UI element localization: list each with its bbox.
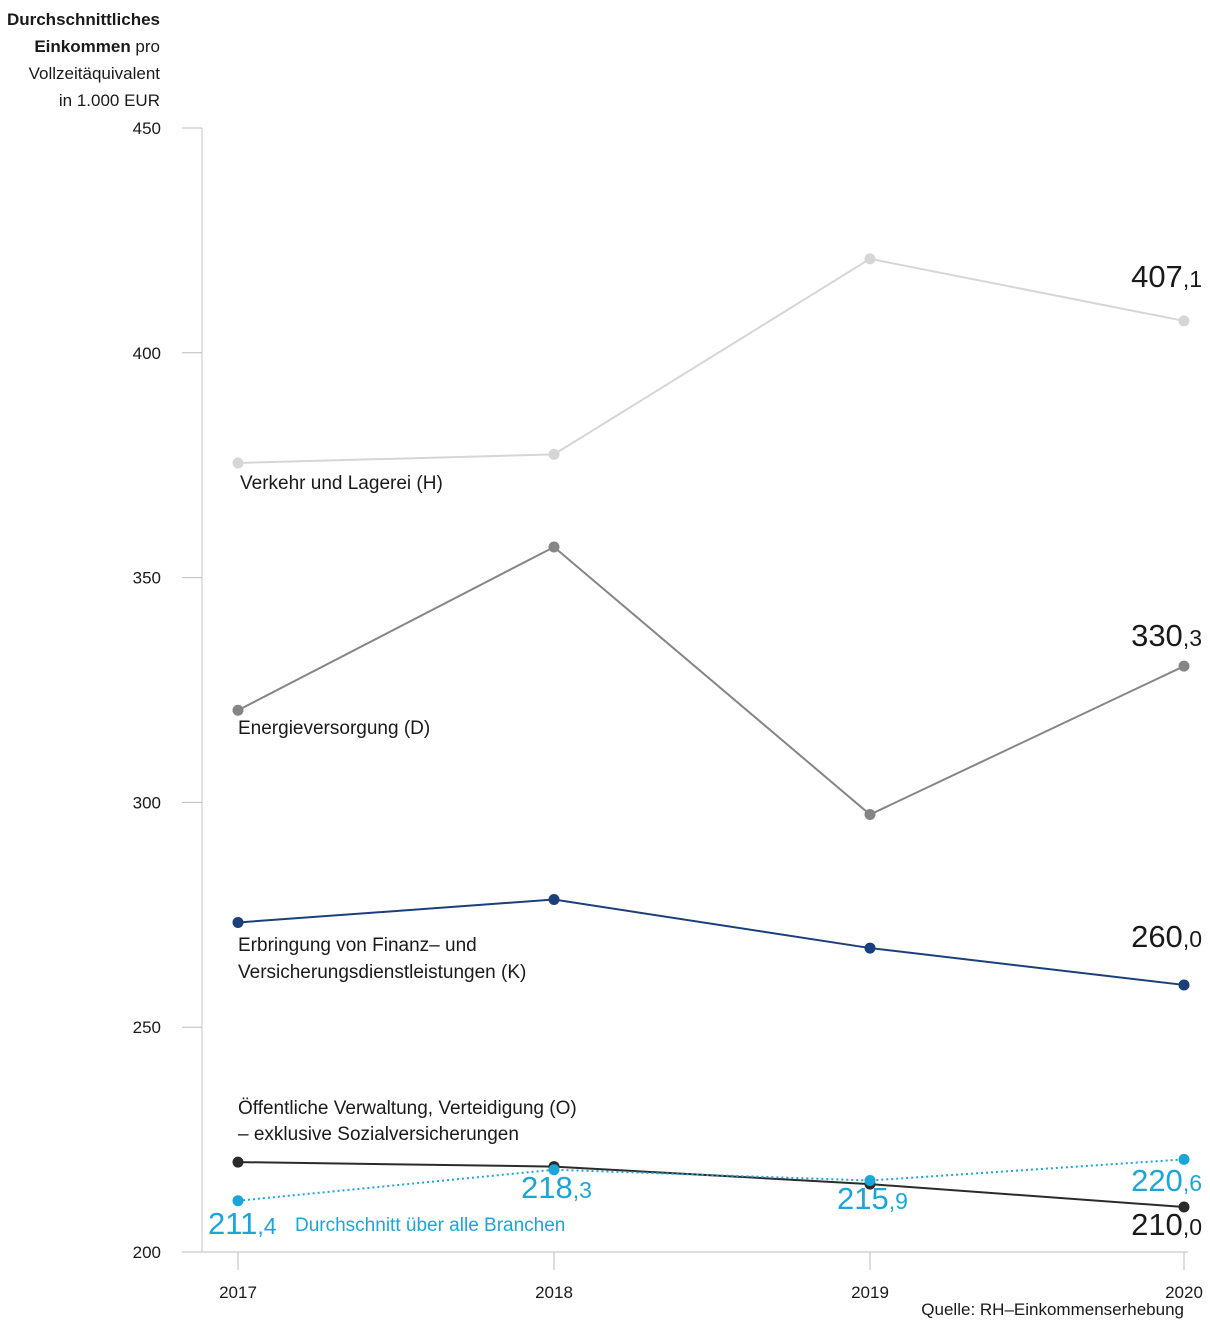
series-label-O-line1: Öffentliche Verwaltung, Verteidigung (O) bbox=[238, 1098, 577, 1119]
data-point-K-2017 bbox=[232, 916, 244, 928]
source-note: Quelle: RH–Einkommenserhebung bbox=[921, 1300, 1184, 1319]
data-point-D-2018 bbox=[548, 541, 560, 553]
avg-value-label-2018: 218,3 bbox=[521, 1170, 592, 1205]
x-tick-label-2018: 2018 bbox=[535, 1283, 573, 1302]
x-tick-label-2017: 2017 bbox=[219, 1283, 257, 1302]
series-label-avg: Durchschnitt über alle Branchen bbox=[295, 1215, 565, 1236]
data-point-H-2020 bbox=[1178, 315, 1190, 327]
y-tick-label-250: 250 bbox=[133, 1018, 161, 1037]
avg-value-label-2020: 220,6 bbox=[1131, 1163, 1202, 1198]
y-axis-title-line3: Vollzeitäquivalent bbox=[28, 64, 160, 83]
data-point-K-2018 bbox=[548, 894, 560, 906]
data-point-D-2020 bbox=[1178, 660, 1190, 672]
data-point-D-2019 bbox=[864, 809, 876, 821]
series-line-avg bbox=[237, 1158, 1185, 1202]
data-point-H-2017 bbox=[232, 457, 244, 469]
series-line-K bbox=[237, 898, 1185, 986]
data-point-avg-2017 bbox=[232, 1195, 244, 1207]
x-tick-label-2019: 2019 bbox=[851, 1283, 889, 1302]
data-point-H-2018 bbox=[548, 448, 560, 460]
end-value-label-H: 407,1 bbox=[1131, 259, 1202, 294]
series-line-H bbox=[237, 257, 1185, 464]
end-value-label-O: 210,0 bbox=[1131, 1207, 1202, 1242]
avg-value-label-2019: 215,9 bbox=[837, 1181, 908, 1216]
data-point-K-2019 bbox=[864, 942, 876, 954]
end-value-label-D: 330,3 bbox=[1131, 618, 1202, 653]
y-tick-label-350: 350 bbox=[133, 569, 161, 588]
end-value-label-K: 260,0 bbox=[1131, 919, 1202, 954]
x-tick-label-2020: 2020 bbox=[1165, 1283, 1203, 1302]
y-axis-title-line2-rest: pro bbox=[130, 37, 160, 56]
data-point-H-2019 bbox=[864, 253, 876, 265]
y-axis-title-line4: in 1.000 EUR bbox=[58, 91, 160, 110]
data-point-K-2020 bbox=[1178, 979, 1190, 991]
y-axis-title: Durchschnittliches Einkommen pro Vollzei… bbox=[7, 6, 160, 114]
y-tick-label-200: 200 bbox=[133, 1243, 161, 1262]
y-tick-label-400: 400 bbox=[133, 344, 161, 363]
series-label-H-line1: Verkehr und Lagerei (H) bbox=[240, 473, 443, 494]
data-point-avg-2019 bbox=[864, 1175, 876, 1187]
y-tick-label-450: 450 bbox=[133, 119, 161, 138]
series-label-K-line2: Versicherungsdienstleistungen (K) bbox=[238, 962, 526, 983]
y-axis-title-line2-bold: Einkommen bbox=[34, 37, 131, 56]
series-label-O-line2: – exklusive Sozialversicherungen bbox=[238, 1124, 519, 1145]
y-axis-title-line1: Durchschnittliches bbox=[6, 10, 160, 29]
data-point-O-2017 bbox=[232, 1156, 244, 1168]
data-point-D-2017 bbox=[232, 704, 244, 716]
avg-value-label-2017: 211,4 bbox=[208, 1206, 277, 1241]
y-tick-label-300: 300 bbox=[133, 793, 161, 812]
data-point-avg-2018 bbox=[548, 1164, 560, 1176]
series-label-K-line1: Erbringung von Finanz– und bbox=[238, 935, 477, 956]
series-label-D-line1: Energieversorgung (D) bbox=[238, 718, 430, 739]
series-line-D bbox=[237, 545, 1185, 816]
data-point-avg-2020 bbox=[1178, 1153, 1190, 1165]
data-point-O-2020 bbox=[1178, 1201, 1190, 1213]
